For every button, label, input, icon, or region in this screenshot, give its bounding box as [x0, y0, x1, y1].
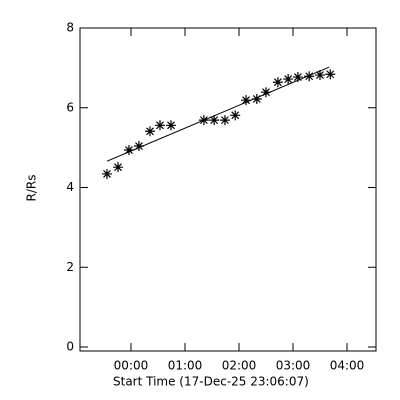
y-tick-label: 0 [66, 340, 74, 354]
data-point [144, 126, 155, 137]
data-point [219, 115, 230, 126]
y-axis-label: R/Rs [25, 175, 39, 202]
data-point [260, 87, 271, 98]
data-point [283, 74, 294, 85]
x-tick-label: 02:00 [222, 359, 257, 373]
data-point [154, 120, 165, 131]
data-point [314, 70, 325, 81]
data-point [198, 115, 209, 126]
data-point [165, 120, 176, 131]
y-tick-label: 4 [66, 180, 74, 194]
x-axis-label: Start Time (17-Dec-25 23:06:07) [113, 375, 309, 389]
data-point [272, 77, 283, 88]
fit-line [106, 66, 330, 162]
data-point [292, 72, 303, 83]
data-point [304, 71, 315, 82]
data-point [241, 95, 252, 106]
data-point [251, 93, 262, 104]
data-point [230, 110, 241, 121]
y-tick-label: 6 [66, 100, 74, 114]
x-tick-label: 04:00 [330, 359, 365, 373]
data-point [133, 141, 144, 152]
y-tick-label: 8 [66, 21, 74, 35]
x-tick-label: 00:00 [114, 359, 149, 373]
data-point [123, 145, 134, 156]
data-point [209, 115, 220, 126]
data-point [113, 162, 124, 173]
data-point [102, 168, 113, 179]
plot-frame [79, 27, 377, 352]
data-point [325, 69, 336, 80]
x-tick-label: 03:00 [276, 359, 311, 373]
y-tick-label: 2 [66, 260, 74, 274]
x-tick-label: 01:00 [168, 359, 203, 373]
